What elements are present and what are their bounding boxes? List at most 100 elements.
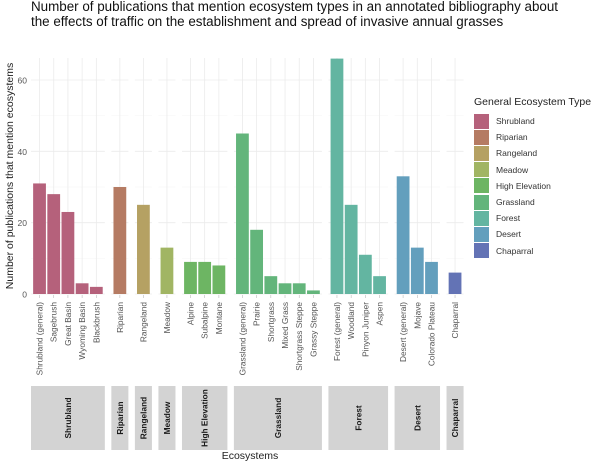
bar: Subalpine: 9 [198, 261, 212, 294]
bar: Riparian: 30 [113, 187, 127, 294]
x-tick-label: Rangeland [138, 302, 148, 343]
legend-item: Riparian [474, 129, 591, 145]
legend-item: Meadow [474, 162, 591, 178]
bar: Colorado Plateau: 9 [425, 261, 438, 294]
facet-panel-meadow: Meadow: 13 Meadow Meadow [158, 58, 176, 450]
legend-item: Chaparral [474, 243, 591, 259]
x-tick-label: Colorado Plateau [427, 302, 437, 367]
x-tick-label: Woodland [346, 302, 356, 340]
bar: Mixed Grass: 3 [278, 283, 292, 294]
legend-swatch [474, 178, 489, 194]
legend-label: High Elevation [496, 180, 551, 191]
bar: Aspen: 5 [373, 276, 386, 294]
x-tick-label: Shortgrass Steppe [294, 302, 304, 371]
facet-strip [158, 386, 176, 450]
facet-strip [111, 386, 129, 450]
x-tick-label: Mojave [412, 302, 422, 329]
x-tick-label: Mixed Grass [280, 302, 290, 349]
x-tick-label: Desert (general) [398, 302, 408, 362]
legend-swatch [474, 226, 489, 242]
legend-label: Grassland [496, 197, 535, 208]
legend-item: Forest [474, 210, 591, 226]
facet-strip [233, 386, 322, 450]
bar: Pinyon Juniper: 11 [358, 254, 372, 294]
bar: Desert (general): 33 [396, 176, 410, 294]
bar: Forest (general): 66 [330, 58, 344, 294]
bar: Alpine: 9 [184, 261, 197, 294]
x-tick-label: Aspen [375, 302, 385, 326]
y-tick-label: 20 [18, 218, 28, 228]
facet-strip [394, 386, 441, 450]
x-tick-label: Montane [214, 302, 224, 335]
x-tick-label: Shrubland (general) [35, 302, 45, 376]
bar: Grassy Steppe: 1 [307, 290, 320, 294]
facet-panel-high-elevation: Alpine: 9AlpineSubalpine: 9 SubalpineMont… [181, 58, 228, 450]
legend-label: Forest [496, 213, 521, 224]
bar: Wyoming Basin: 3 [75, 283, 89, 294]
facet-panel-desert: Desert (general): 33Desert (general)Moja… [394, 58, 441, 450]
x-tick-label: Meadow [162, 301, 172, 333]
facet-panel-riparian: Riparian: 30 Riparian Riparian [111, 58, 129, 450]
legend-swatch [474, 210, 489, 226]
bar: Prairie: 18 [250, 229, 264, 294]
facet-panel-grassland: Grassland (general): 45 Grassland (genera… [233, 58, 322, 450]
facet-strip-label: Shrubland [63, 397, 73, 438]
facet-strip-label: High Elevation [200, 389, 210, 447]
bar: Woodland: 25 [344, 204, 358, 294]
bar: Blackbrush: 2 [89, 286, 103, 294]
facet-strip-label: Riparian [115, 401, 125, 434]
y-tick-label: 40 [18, 147, 28, 157]
x-tick-label: Riparian [115, 302, 125, 333]
x-tick-label: Grassland (general) [237, 302, 247, 376]
x-tick-label: Pinyon Juniper [360, 302, 370, 357]
bar: Shrubland (general): 31 [33, 183, 46, 294]
bar: Grassland (general): 45 [236, 133, 249, 294]
facet-panel-rangeland: Rangeland: 25 Rangeland Rangeland [134, 58, 152, 450]
legend-swatch [474, 162, 489, 178]
legend-swatch [474, 113, 489, 129]
legend-label: Desert [496, 229, 522, 240]
x-tick-label: Forest (general) [332, 302, 342, 361]
bar: Great Basin: 23 [61, 211, 75, 294]
x-tick-label: Sagebrush [49, 302, 59, 343]
chart-title: Number of publications that mention ecos… [31, 0, 559, 29]
x-tick-label: Chaparral [450, 302, 460, 339]
y-axis-title: Number of publications that mention ecos… [4, 63, 16, 289]
facet-strip [446, 386, 464, 450]
facet-strip [31, 386, 105, 450]
legend-label: Shrubland [496, 116, 535, 127]
facet-panel-chaparral: Chaparral: 6 Chaparral Chaparral [446, 58, 464, 450]
facet-strip [328, 386, 389, 450]
legend-swatch [474, 194, 489, 210]
facet-strip-label: Forest [353, 405, 363, 431]
x-axis-title: Ecosystems [221, 450, 279, 462]
facet-strip-label: Grassland [273, 398, 283, 439]
x-tick-label: Blackbrush [91, 302, 101, 343]
x-tick-label: Wyoming Basin [77, 302, 87, 360]
bar: Mojave: 13 [410, 247, 424, 294]
y-tick-label: 0 [22, 290, 27, 300]
legend-label: Chaparral [496, 245, 534, 256]
legend-swatch [474, 129, 489, 145]
facet-strip [181, 386, 228, 450]
bar: Montane: 8 [212, 265, 226, 294]
facet-strip-label: Desert [412, 405, 422, 431]
x-tick-label: Grassy Steppe [308, 302, 318, 357]
legend-label: Meadow [496, 164, 529, 175]
bar: Sagebrush: 28 [47, 194, 61, 294]
bar: Shortgrass: 5 [264, 276, 278, 294]
bar: Shortgrass Steppe: 3 [292, 283, 306, 294]
legend-item: Grassland [474, 194, 591, 210]
legend-item: High Elevation [474, 178, 591, 194]
legend-label: Riparian [496, 132, 528, 143]
x-tick-label: Great Basin [63, 302, 73, 346]
legend-swatch [474, 243, 489, 259]
legend-title: General Ecosystem Type [474, 96, 592, 108]
facet-panel-forest: Forest (general): 66Forest (general)Wood… [328, 58, 389, 450]
facet-strip-label: Meadow [162, 401, 172, 434]
bar: Rangeland: 25 [137, 204, 150, 294]
x-tick-label: Alpine [185, 302, 195, 325]
x-tick-label: Subalpine [200, 302, 210, 339]
x-tick-label: Shortgrass [266, 302, 276, 342]
